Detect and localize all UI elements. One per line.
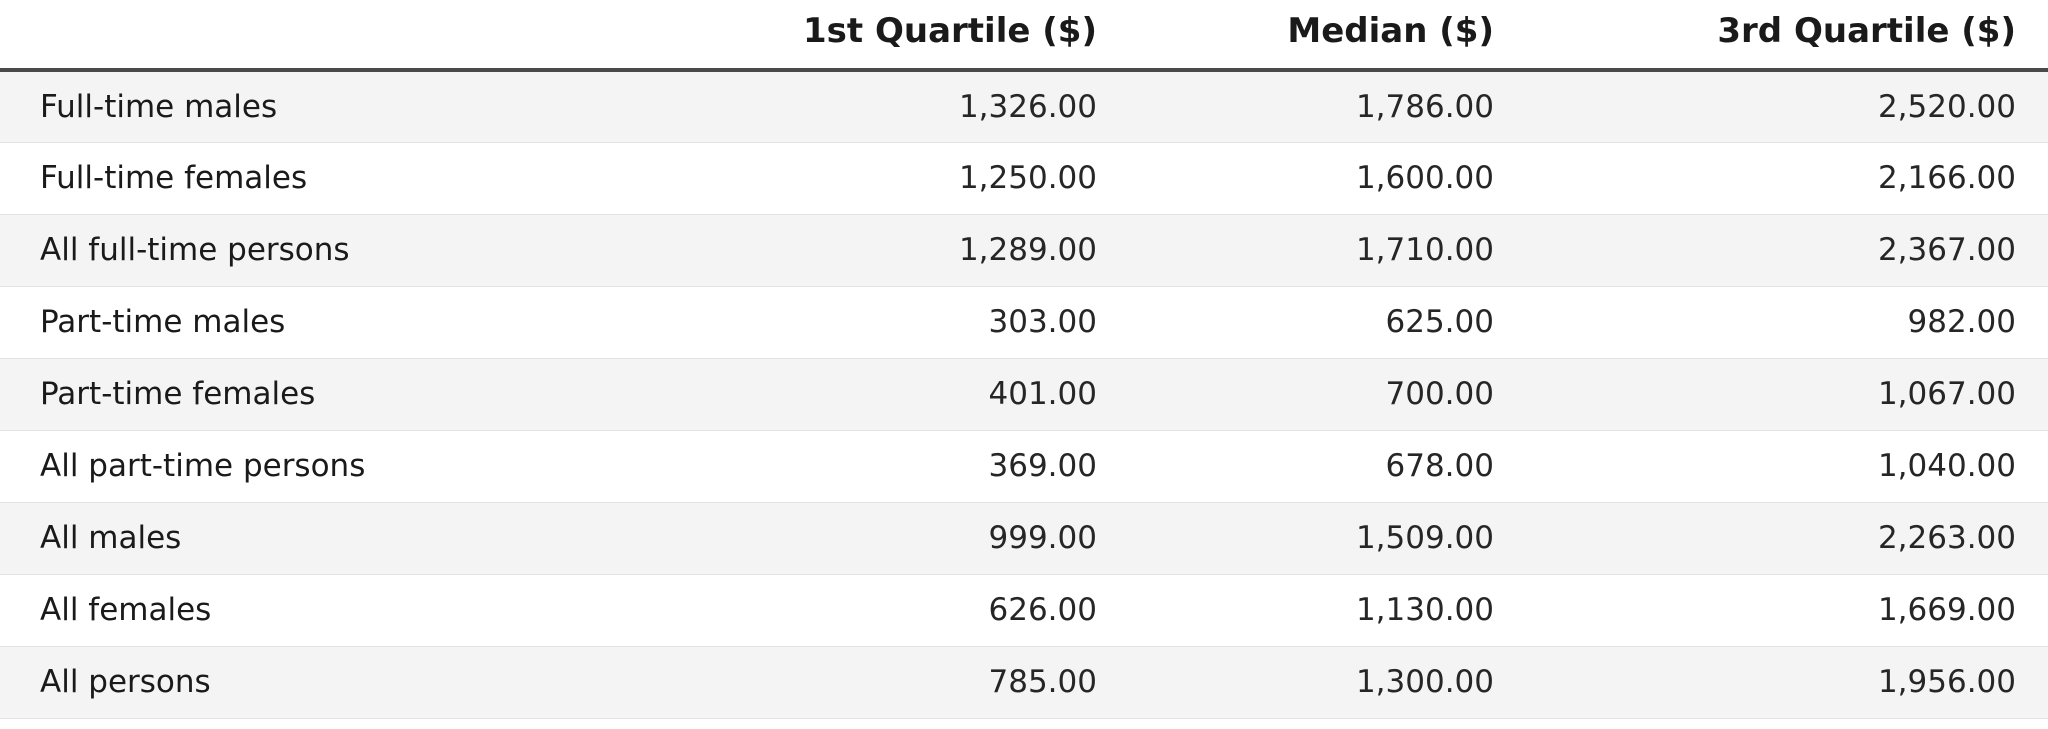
table-row: All males 999.00 1,509.00 2,263.00 <box>0 502 2048 574</box>
cell-median: 678.00 <box>1385 448 1494 484</box>
cell-3rd-quartile: 2,520.00 <box>1877 88 2016 125</box>
row-label: Full-time males <box>40 88 278 125</box>
row-label: All males <box>40 520 182 556</box>
table-row: Part-time females 401.00 700.00 1,067.00 <box>0 358 2048 430</box>
cell-1st-quartile: 303.00 <box>988 304 1097 340</box>
cell-3rd-quartile: 2,367.00 <box>1877 232 2016 268</box>
cell-median: 1,710.00 <box>1355 232 1494 268</box>
cell-3rd-quartile: 2,166.00 <box>1877 160 2016 196</box>
cell-3rd-quartile: 1,040.00 <box>1877 448 2016 484</box>
cell-3rd-quartile: 1,956.00 <box>1877 664 2016 700</box>
cell-1st-quartile: 785.00 <box>988 664 1097 700</box>
cell-1st-quartile: 1,326.00 <box>958 88 1097 125</box>
cell-median: 625.00 <box>1385 304 1494 340</box>
cell-median: 1,509.00 <box>1355 520 1494 556</box>
cell-median: 1,130.00 <box>1355 592 1494 628</box>
table-header-row: 1st Quartile ($) Median ($) 3rd Quartile… <box>0 0 2048 70</box>
column-header-3rd-quartile[interactable]: 3rd Quartile ($) <box>1717 11 2016 51</box>
cell-3rd-quartile: 982.00 <box>1907 304 2016 340</box>
table-row: All part-time persons 369.00 678.00 1,04… <box>0 430 2048 502</box>
cell-3rd-quartile: 2,263.00 <box>1877 520 2016 556</box>
row-label: Full-time females <box>40 160 308 196</box>
table-row: Full-time females 1,250.00 1,600.00 2,16… <box>0 142 2048 214</box>
cell-median: 700.00 <box>1385 376 1494 412</box>
cell-1st-quartile: 1,250.00 <box>958 160 1097 196</box>
cell-1st-quartile: 369.00 <box>988 448 1097 484</box>
table-row: All females 626.00 1,130.00 1,669.00 <box>0 574 2048 646</box>
cell-1st-quartile: 401.00 <box>988 376 1097 412</box>
row-label: All persons <box>40 664 211 700</box>
cell-1st-quartile: 626.00 <box>988 592 1097 628</box>
row-label: All females <box>40 592 212 628</box>
cell-median: 1,300.00 <box>1355 664 1494 700</box>
cell-1st-quartile: 999.00 <box>988 520 1097 556</box>
cell-3rd-quartile: 1,669.00 <box>1877 592 2016 628</box>
row-label: All full-time persons <box>40 232 350 268</box>
cell-1st-quartile: 1,289.00 <box>958 232 1097 268</box>
cell-3rd-quartile: 1,067.00 <box>1877 376 2016 412</box>
row-label: Part-time males <box>40 304 286 340</box>
row-label: Part-time females <box>40 376 316 412</box>
table-row: Part-time males 303.00 625.00 982.00 <box>0 286 2048 358</box>
table-row: All persons 785.00 1,300.00 1,956.00 <box>0 646 2048 718</box>
row-label: All part-time persons <box>40 448 366 484</box>
table-row: Full-time males 1,326.00 1,786.00 2,520.… <box>0 70 2048 142</box>
table-row: All full-time persons 1,289.00 1,710.00 … <box>0 214 2048 286</box>
cell-median: 1,786.00 <box>1355 88 1494 125</box>
column-header-median[interactable]: Median ($) <box>1287 11 1494 51</box>
cell-median: 1,600.00 <box>1355 160 1494 196</box>
column-header-category <box>0 0 700 70</box>
column-header-1st-quartile[interactable]: 1st Quartile ($) <box>803 11 1097 51</box>
